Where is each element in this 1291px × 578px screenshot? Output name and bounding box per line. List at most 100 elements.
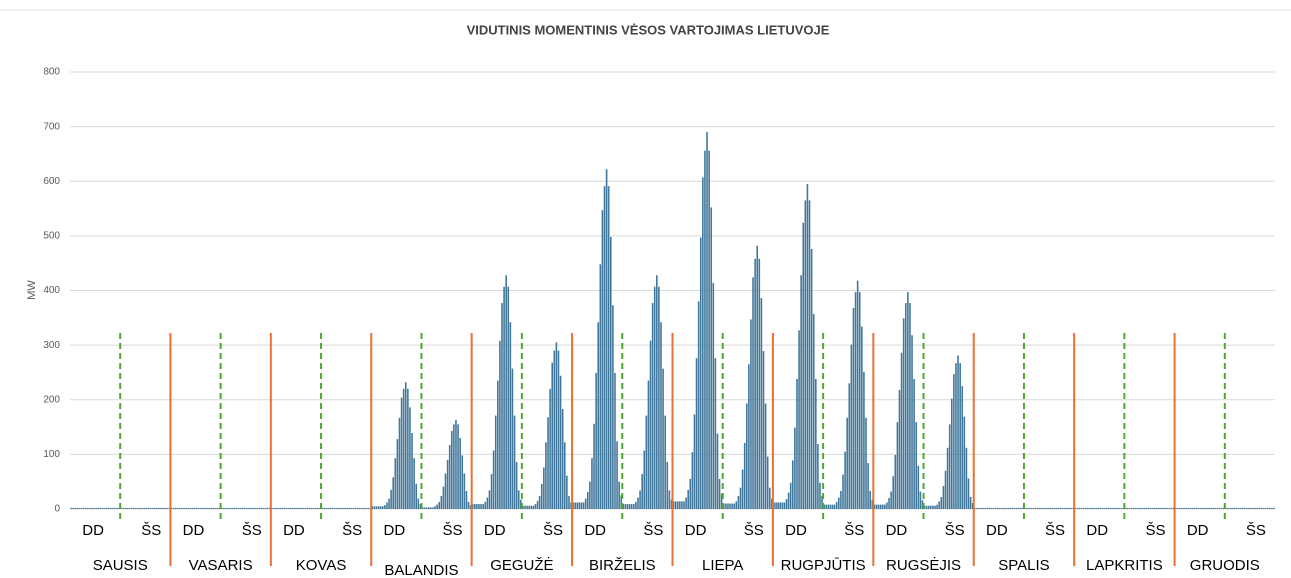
- bar: [285, 507, 288, 509]
- bar: [898, 389, 901, 509]
- bar: [838, 497, 840, 509]
- bar: [1151, 507, 1154, 509]
- bar: [557, 350, 560, 509]
- day-type-label: DD: [183, 522, 205, 539]
- bar: [1183, 507, 1185, 509]
- bar: [1252, 507, 1254, 509]
- bar: [185, 507, 187, 509]
- bar: [112, 507, 114, 509]
- bar: [423, 507, 426, 509]
- bar: [990, 507, 993, 509]
- bar: [212, 507, 215, 509]
- bar: [1135, 507, 1137, 509]
- bar: [794, 427, 796, 509]
- bar: [1017, 507, 1020, 509]
- bar: [1185, 507, 1187, 509]
- bar: [1218, 507, 1221, 509]
- bar: [1179, 507, 1181, 509]
- bar: [783, 502, 786, 509]
- y-tick-label: 0: [54, 504, 60, 515]
- bar: [153, 507, 156, 509]
- bar: [126, 507, 129, 509]
- bar: [997, 507, 999, 509]
- bar: [1126, 507, 1129, 509]
- bar: [821, 495, 823, 509]
- bar: [250, 507, 252, 509]
- day-type-label: ŠS: [342, 522, 362, 539]
- y-tick-label: 800: [43, 67, 60, 78]
- month-label: LAPKRITIS: [1086, 557, 1163, 574]
- bar: [1258, 507, 1261, 509]
- bar: [72, 507, 74, 509]
- bar: [693, 414, 696, 509]
- bar: [963, 416, 966, 509]
- bar: [455, 419, 457, 509]
- bar: [233, 507, 236, 509]
- bar: [174, 507, 177, 509]
- bar: [373, 506, 376, 509]
- bar: [863, 371, 865, 509]
- bar: [120, 507, 123, 509]
- bar: [463, 473, 466, 509]
- bar: [1212, 507, 1215, 509]
- bar: [777, 502, 779, 509]
- bar: [1061, 507, 1064, 509]
- month-label: VASARIS: [189, 557, 253, 574]
- bar: [141, 507, 143, 509]
- bar: [695, 358, 698, 509]
- bar: [522, 505, 524, 509]
- bar: [1237, 507, 1240, 509]
- bar: [988, 507, 991, 509]
- bar: [1273, 507, 1275, 509]
- bar: [499, 340, 501, 509]
- bar: [407, 388, 409, 509]
- bar: [1030, 507, 1033, 509]
- bar: [474, 504, 476, 509]
- bar: [222, 507, 225, 509]
- bar: [948, 424, 951, 509]
- bar: [683, 501, 685, 509]
- month-label: SPALIS: [998, 557, 1049, 574]
- bar: [731, 503, 733, 509]
- bar: [1137, 507, 1139, 509]
- bar: [873, 504, 876, 509]
- bar: [162, 507, 164, 509]
- bar: [1026, 507, 1028, 509]
- bar: [812, 313, 815, 509]
- bar: [417, 498, 420, 509]
- bar: [586, 492, 589, 509]
- day-type-label: DD: [384, 522, 406, 539]
- bar: [589, 481, 591, 509]
- bar: [940, 496, 943, 509]
- bar: [706, 132, 708, 509]
- bar: [702, 177, 704, 509]
- bar: [1072, 507, 1074, 509]
- bar: [819, 482, 821, 509]
- bar: [289, 507, 292, 509]
- bar: [427, 507, 430, 509]
- day-type-label: ŠS: [141, 522, 161, 539]
- bar: [118, 507, 120, 509]
- bar: [264, 507, 267, 509]
- bar: [381, 506, 384, 509]
- bar: [89, 507, 91, 509]
- day-type-label: ŠS: [1246, 522, 1266, 539]
- bar: [281, 507, 284, 509]
- bar: [729, 503, 731, 509]
- bar: [1013, 507, 1016, 509]
- bar: [1260, 507, 1263, 509]
- bar: [980, 507, 982, 509]
- bar: [670, 499, 673, 509]
- bar: [1189, 507, 1192, 509]
- bar: [95, 507, 97, 509]
- bar: [664, 415, 666, 509]
- bar: [398, 417, 401, 509]
- bar: [241, 507, 244, 509]
- bar: [377, 506, 380, 509]
- bar: [1225, 507, 1227, 509]
- bar: [892, 476, 895, 509]
- bar: [442, 486, 445, 509]
- bar: [1271, 507, 1273, 509]
- bar: [252, 507, 254, 509]
- bar: [1241, 507, 1244, 509]
